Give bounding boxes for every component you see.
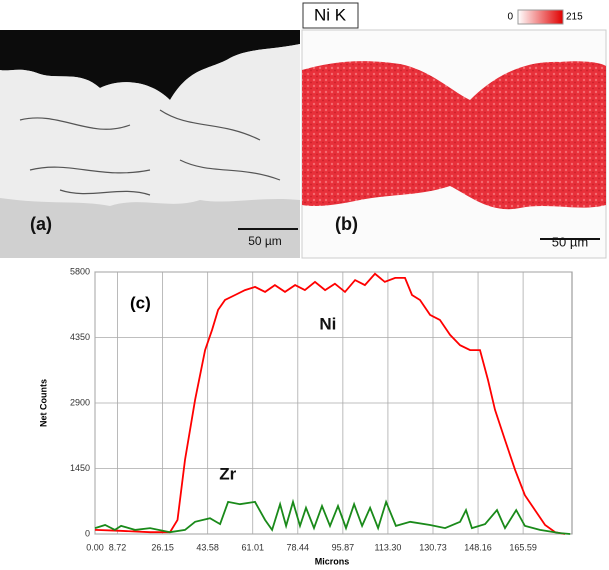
x-tick-label: 0.00: [86, 542, 104, 552]
map-title-box: [302, 2, 359, 29]
x-axis-title: Microns: [315, 556, 350, 566]
x-tick-label: 26.15: [151, 542, 174, 552]
x-tick-label: 78.44: [287, 542, 310, 552]
series-label: Zr: [219, 464, 236, 483]
scale-bar-label: 50 µm: [552, 234, 588, 249]
colorbar-max: 215: [566, 12, 583, 23]
x-tick-label: 43.58: [196, 542, 219, 552]
panel-label: (a): [30, 214, 52, 234]
colorbar-min: 0: [507, 12, 513, 23]
scale-bar-label: 50 µm: [248, 234, 282, 248]
x-tick-label: 113.30: [374, 542, 401, 552]
colorbar: [517, 9, 564, 25]
element-map-b: (b) 50 µm Ni K 0 215: [301, 2, 607, 259]
map-title: Ni K: [314, 5, 347, 24]
x-tick-label: 148.16: [464, 542, 492, 552]
y-tick-label: 1450: [70, 463, 90, 473]
x-tick-label: 61.01: [241, 542, 264, 552]
x-tick-label: 8.72: [109, 542, 127, 552]
micrograph-a: (a) 50 µm: [0, 30, 300, 258]
panel-label: (c): [130, 293, 151, 312]
series-line: [94, 272, 566, 535]
series-label: Ni: [319, 314, 336, 333]
series-line: [94, 498, 571, 535]
y-tick-label: 5800: [70, 266, 90, 276]
y-axis-title: Net Counts: [38, 379, 48, 427]
x-tick-label: 130.73: [419, 542, 447, 552]
x-tick-label: 95.87: [332, 542, 355, 552]
line-chart: (c) Microns Net Counts 0.00 8.72 26.15 43.5…: [38, 266, 573, 566]
y-tick-label: 2900: [70, 397, 90, 407]
y-tick-label: 4350: [70, 332, 90, 342]
y-tick-label: 0: [85, 528, 90, 538]
panel-label: (b): [335, 214, 358, 234]
x-tick-label: 165.59: [509, 542, 537, 552]
